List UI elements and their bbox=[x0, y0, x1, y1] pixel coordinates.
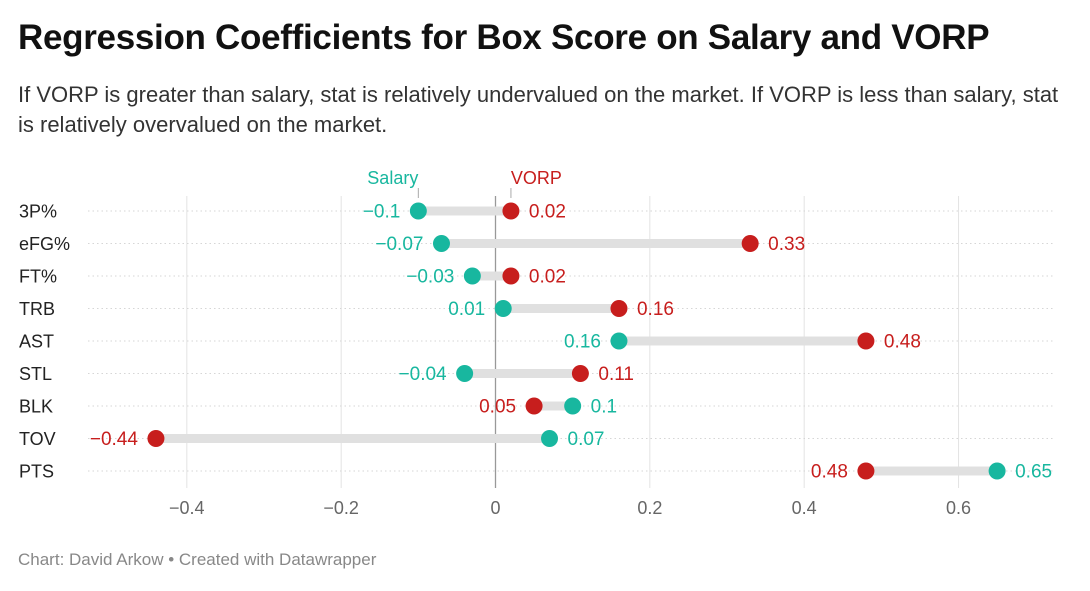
salary-value-label: −0.04 bbox=[399, 364, 448, 385]
salary-dot bbox=[463, 267, 481, 285]
vorp-dot bbox=[741, 235, 759, 252]
x-tick-label: 0.2 bbox=[637, 498, 662, 518]
vorp-value-label: 0.48 bbox=[811, 462, 848, 483]
chart-footer: Chart: David Arkow • Created with Datawr… bbox=[18, 550, 377, 569]
vorp-value-label: 0.16 bbox=[637, 299, 674, 320]
vorp-value-label: 0.48 bbox=[884, 332, 921, 353]
salary-dot bbox=[432, 235, 450, 252]
x-tick-label: −0.4 bbox=[169, 498, 205, 518]
category-label: STL bbox=[19, 364, 52, 384]
x-tick-label: 0 bbox=[490, 498, 500, 518]
salary-value-label: 0.07 bbox=[568, 429, 605, 450]
vorp-dot bbox=[525, 397, 543, 415]
category-label: PTS bbox=[19, 462, 54, 482]
salary-dot bbox=[988, 462, 1006, 480]
category-label: 3P% bbox=[19, 202, 57, 222]
salary-dot bbox=[456, 365, 474, 382]
vorp-dot bbox=[857, 462, 875, 480]
x-tick-label: 0.6 bbox=[946, 498, 971, 518]
salary-value-label: 0.16 bbox=[564, 332, 601, 353]
vorp-dot bbox=[502, 267, 520, 285]
chart-title: Regression Coefficients for Box Score on… bbox=[18, 18, 990, 57]
vorp-dot bbox=[571, 365, 589, 382]
salary-value-label: −0.1 bbox=[363, 202, 401, 223]
vorp-value-label: 0.02 bbox=[529, 202, 566, 223]
vorp-value-label: 0.33 bbox=[768, 234, 805, 255]
category-label: BLK bbox=[19, 397, 53, 417]
chart-subtitle: If VORP is greater than salary, stat is … bbox=[18, 82, 1059, 137]
vorp-value-label: 0.02 bbox=[529, 267, 566, 288]
salary-value-label: 0.65 bbox=[1015, 462, 1052, 483]
category-label: FT% bbox=[19, 267, 57, 287]
x-tick-label: −0.2 bbox=[323, 498, 359, 518]
vorp-dot bbox=[502, 202, 520, 220]
legend-label-salary: Salary bbox=[367, 168, 418, 188]
salary-dot bbox=[494, 300, 512, 317]
salary-dot bbox=[564, 397, 582, 415]
vorp-dot bbox=[610, 300, 628, 317]
category-label: TOV bbox=[19, 429, 56, 449]
salary-value-label: 0.1 bbox=[591, 397, 617, 418]
category-label: TRB bbox=[19, 299, 55, 319]
x-tick-label: 0.4 bbox=[792, 498, 817, 518]
category-label: AST bbox=[19, 332, 54, 352]
salary-dot bbox=[409, 202, 427, 220]
legend-label-vorp: VORP bbox=[511, 168, 562, 188]
vorp-dot bbox=[147, 430, 165, 447]
vorp-value-label: 0.05 bbox=[479, 397, 516, 418]
vorp-value-label: 0.11 bbox=[598, 364, 634, 385]
salary-value-label: −0.03 bbox=[406, 267, 454, 288]
category-label: eFG% bbox=[19, 234, 70, 254]
salary-dot bbox=[541, 430, 559, 447]
salary-dot bbox=[610, 332, 628, 350]
vorp-dot bbox=[857, 332, 875, 350]
vorp-value-label: −0.44 bbox=[90, 429, 139, 450]
salary-value-label: 0.01 bbox=[448, 299, 485, 320]
salary-value-label: −0.07 bbox=[375, 234, 423, 255]
